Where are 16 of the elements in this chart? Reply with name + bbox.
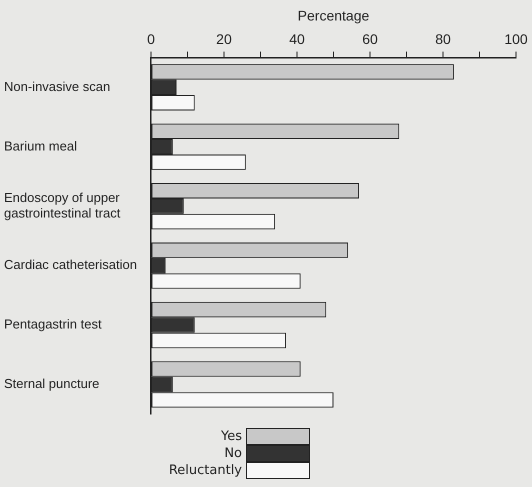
y-tick-label: Sternal puncture [4, 376, 100, 392]
y-tick-label: Endoscopy of upper gastrointestinal tract [4, 190, 121, 221]
y-tick-label: Non-invasive scan [4, 78, 110, 94]
y-tick-label: Cardiac catheterisation [4, 257, 137, 272]
legend-label: No [224, 445, 242, 462]
legend-label: Yes [221, 428, 242, 445]
x-tick-label: 60 [362, 31, 378, 48]
x-tick-label: 40 [289, 31, 305, 48]
x-tick-label: 20 [216, 31, 232, 48]
y-tick-label: Pentagastrin test [4, 316, 102, 332]
x-tick-label: 0 [147, 31, 156, 48]
x-axis-title: Percentage [298, 7, 370, 24]
x-tick-label: 100 [504, 31, 528, 48]
legend-label: Reluctantly [168, 462, 242, 479]
x-tick-label: 80 [435, 31, 451, 48]
y-tick-label: Barium meal [4, 138, 78, 154]
